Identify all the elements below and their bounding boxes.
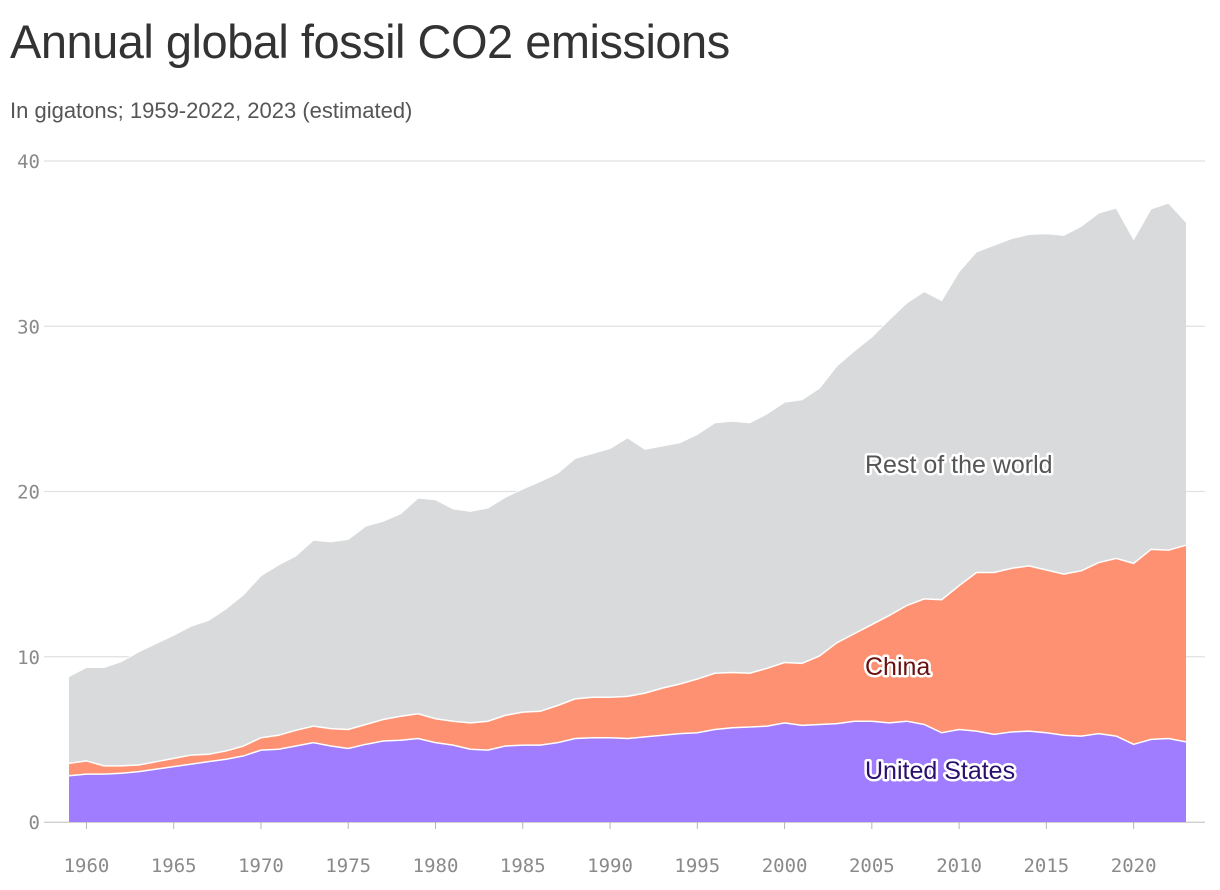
- series-boundary-line: [68, 202, 1187, 678]
- y-tick-label: 0: [29, 812, 40, 834]
- x-tick-label: 1960: [64, 855, 110, 877]
- x-tick-label: 1970: [238, 855, 284, 877]
- area-series: [68, 202, 1187, 822]
- x-tick-label: 1975: [325, 855, 371, 877]
- axes: 0 10 20 30 40 1960 1965 1970 1975 1980 1985 1990 199…: [17, 151, 1205, 877]
- series-boundary-line: [68, 720, 1187, 777]
- y-tick-label: 10: [17, 647, 40, 669]
- x-tick-label: 2005: [849, 855, 895, 877]
- series-label-china: China: [865, 653, 930, 681]
- chart-subtitle: In gigatons; 1959-2022, 2023 (estimated): [10, 98, 413, 123]
- area-rest-of-the-world: [69, 203, 1186, 766]
- series-boundary-line: [68, 544, 1187, 767]
- series-labels: United States China Rest of the world: [863, 449, 1056, 788]
- x-tick-label: 1980: [413, 855, 459, 877]
- x-tick-label: 1985: [500, 855, 546, 877]
- x-tick-label: 2000: [762, 855, 808, 877]
- x-tick-label: 2015: [1023, 855, 1069, 877]
- y-tick-label: 30: [17, 316, 40, 338]
- chart-title: Annual global fossil CO2 emissions: [10, 15, 730, 68]
- area-china: [69, 545, 1186, 776]
- series-label-united-states: United States: [865, 757, 1015, 785]
- x-tick-label: 2020: [1111, 855, 1157, 877]
- series-label-rest-of-the-world: Rest of the world: [865, 451, 1053, 479]
- x-tick-label: 1965: [151, 855, 197, 877]
- x-tick-label: 2010: [936, 855, 982, 877]
- x-tick-label: 1995: [674, 855, 720, 877]
- x-tick-label: 1990: [587, 855, 633, 877]
- y-tick-label: 40: [17, 151, 40, 173]
- area-united-states: [69, 721, 1186, 822]
- y-tick-label: 20: [17, 482, 40, 504]
